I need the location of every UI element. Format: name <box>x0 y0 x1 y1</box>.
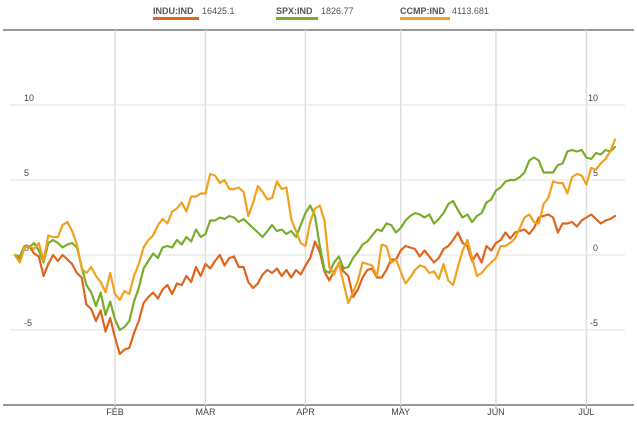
y-tick-label-right: 0 <box>593 243 598 253</box>
y-tick-label-left: -5 <box>24 318 32 328</box>
y-tick-label-right: -5 <box>590 318 598 328</box>
y-tick-label-left: 10 <box>24 93 34 103</box>
x-axis: FEB MAR APR MAY JUN JUL <box>106 405 594 417</box>
legend-item-indu[interactable]: INDU:IND 16425.1 <box>153 6 235 20</box>
x-tick-label: MAR <box>195 407 216 417</box>
x-tick-label: JUN <box>487 407 505 417</box>
series-line-indu <box>13 213 617 356</box>
x-tick-label: FEB <box>106 407 124 417</box>
legend-label-ccmp: CCMP:IND <box>400 6 445 16</box>
y-axis: 10 105 50 0-5 -5 <box>24 93 598 328</box>
x-tick-label: MAY <box>391 407 410 417</box>
series-line-ccmp <box>13 138 617 305</box>
y-tick-label-right: 5 <box>593 168 598 178</box>
legend-value-indu: 16425.1 <box>202 6 235 16</box>
legend-swatch-ccmp <box>400 17 450 20</box>
y-tick-label-right: 10 <box>588 93 598 103</box>
legend: INDU:IND 16425.1 SPX:IND 1826.77 CCMP:IN… <box>153 6 489 20</box>
legend-swatch-indu <box>153 17 199 20</box>
legend-item-ccmp[interactable]: CCMP:IND 4113.681 <box>400 6 489 20</box>
series-lines <box>13 138 617 356</box>
x-tick-label: JUL <box>578 407 594 417</box>
legend-value-ccmp: 4113.681 <box>452 6 489 16</box>
y-tick-label-left: 5 <box>24 168 29 178</box>
x-tick-label: APR <box>296 407 315 417</box>
legend-label-indu: INDU:IND <box>153 6 194 16</box>
legend-value-spx: 1826.77 <box>321 6 354 16</box>
gridlines <box>10 30 625 405</box>
legend-swatch-spx <box>276 17 318 20</box>
series-line-spx <box>13 145 617 332</box>
legend-label-spx: SPX:IND <box>276 6 313 16</box>
legend-item-spx[interactable]: SPX:IND 1826.77 <box>276 6 354 20</box>
